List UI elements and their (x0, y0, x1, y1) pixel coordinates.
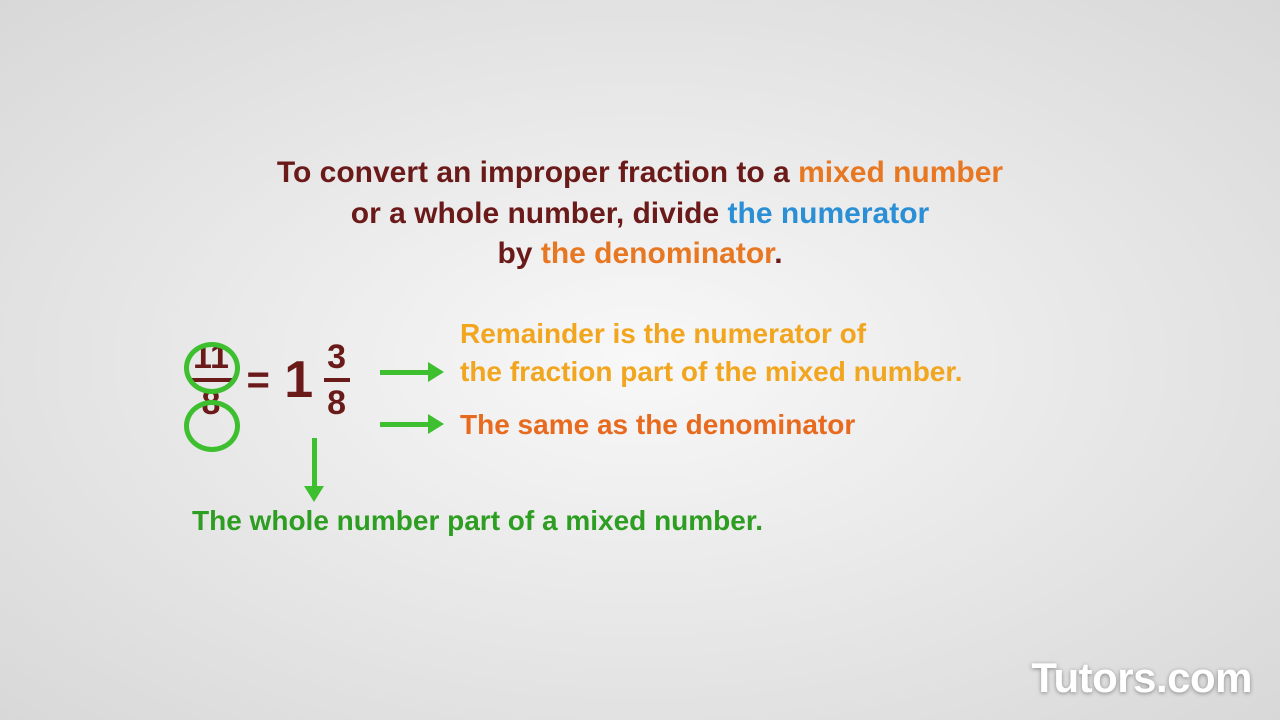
heading-mixed: mixed number (798, 156, 1003, 189)
remainder-label: Remainder is the numerator of the fracti… (460, 315, 963, 391)
heading-period: . (774, 237, 782, 270)
whole-number-label: The whole number part of a mixed number. (192, 502, 763, 540)
remainder-line2: the fraction part of the mixed number. (460, 356, 963, 387)
arrow-to-denominator (380, 422, 430, 427)
circle-numerator (184, 342, 240, 394)
watermark: Tutors.com (1031, 654, 1252, 702)
heading-p2: or a whole number, divide (351, 197, 728, 230)
circle-denominator (184, 400, 240, 452)
heading: To convert an improper fraction to a mix… (0, 153, 1280, 275)
right-denominator: 8 (324, 386, 350, 420)
heading-numerator: the numerator (728, 197, 930, 230)
heading-denominator: the denominator (541, 237, 774, 270)
remainder-line1: Remainder is the numerator of (460, 318, 866, 349)
right-numerator: 3 (324, 340, 350, 374)
equals-sign: = (246, 358, 269, 403)
heading-p3: by (497, 237, 540, 270)
arrow-to-remainder (380, 370, 430, 375)
whole-number: 1 (284, 350, 313, 410)
arrow-to-whole (312, 438, 317, 488)
denominator-label: The same as the denominator (460, 406, 855, 444)
slide-content: To convert an improper fraction to a mix… (0, 0, 1280, 720)
fraction-bar-right (324, 378, 350, 382)
heading-p1: To convert an improper fraction to a (277, 156, 798, 189)
mixed-fraction-part: 3 8 (324, 340, 350, 420)
